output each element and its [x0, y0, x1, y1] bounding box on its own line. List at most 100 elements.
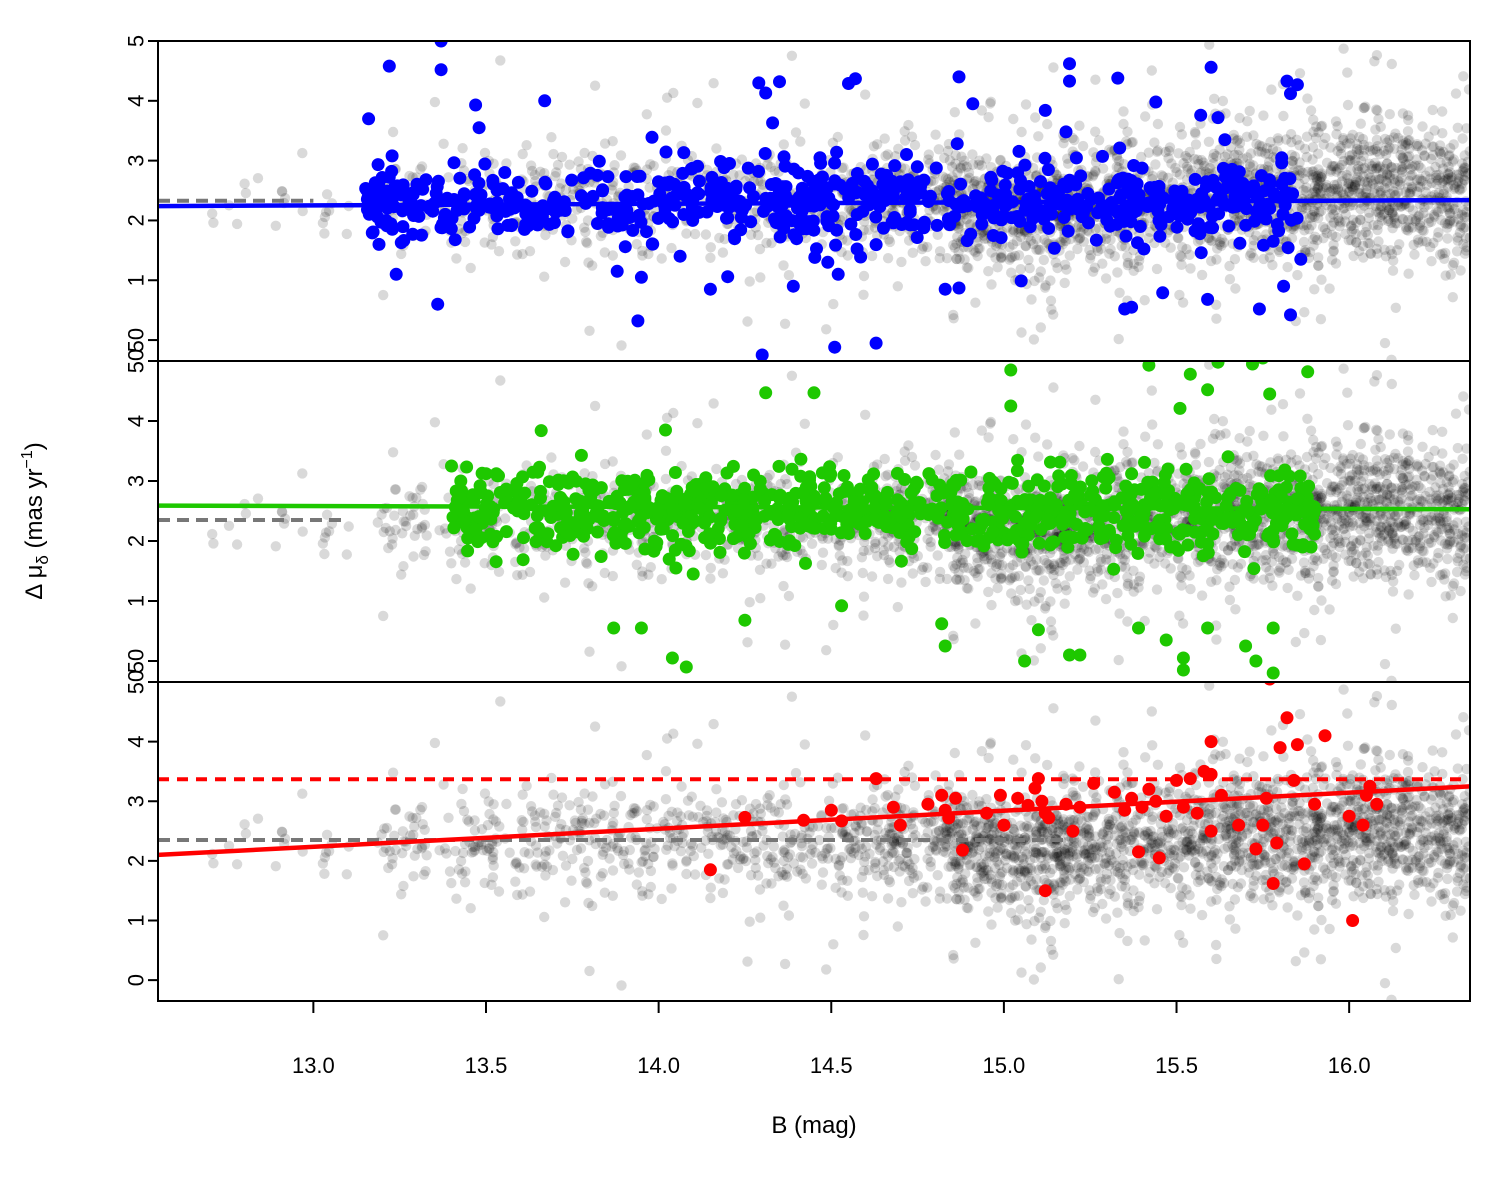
member-point [1059, 125, 1073, 139]
background-point [705, 242, 716, 253]
background-point [930, 203, 942, 215]
background-point [937, 171, 949, 182]
member-point [1011, 166, 1025, 180]
background-point [1363, 168, 1374, 180]
background-point [1374, 149, 1386, 160]
member-point [1275, 151, 1289, 165]
member-point [1057, 211, 1071, 224]
background-point [974, 243, 985, 254]
member-point [538, 175, 552, 189]
background-point [973, 159, 984, 170]
y-tick-label: 50 [124, 328, 149, 352]
background-point [1151, 146, 1163, 157]
background-point [1281, 134, 1292, 145]
background-point [1039, 603, 1051, 614]
background-point [231, 218, 243, 230]
background-point [1260, 148, 1271, 159]
member-point [728, 232, 742, 246]
background-point [990, 252, 1001, 263]
background-point [1046, 625, 1057, 636]
background-point [556, 151, 568, 163]
background-point [1245, 161, 1256, 172]
background-point [1321, 227, 1333, 239]
background-point [584, 325, 595, 336]
background-point [1042, 439, 1053, 450]
background-point [1338, 43, 1349, 54]
background-point [1184, 146, 1195, 158]
background-point [1206, 255, 1217, 267]
background-point [951, 574, 962, 585]
background-point [1118, 106, 1129, 117]
background-point [884, 236, 896, 248]
background-point [1251, 138, 1262, 150]
background-point [1152, 118, 1164, 130]
member-point [577, 171, 591, 185]
background-point [1176, 251, 1187, 262]
member-point [985, 173, 999, 187]
background-point [539, 592, 550, 603]
background-point [1113, 654, 1124, 666]
background-point [526, 165, 538, 177]
background-point [1033, 593, 1045, 604]
background-point [909, 139, 921, 151]
background-point [1248, 160, 1259, 171]
background-point [952, 231, 963, 243]
background-point [1362, 180, 1373, 192]
background-point [1434, 145, 1445, 157]
background-point [981, 153, 992, 164]
background-point [1328, 245, 1339, 256]
background-point [941, 253, 953, 264]
background-point [1114, 287, 1125, 298]
background-point [857, 567, 868, 579]
background-point [1272, 133, 1284, 144]
background-point [996, 248, 1007, 259]
background-point [1432, 232, 1444, 243]
background-point [1013, 250, 1025, 261]
background-point [970, 618, 981, 629]
member-point [397, 234, 411, 247]
background-point [1084, 253, 1096, 264]
member-point [773, 75, 786, 89]
background-point [752, 229, 764, 241]
background-point [1144, 226, 1156, 237]
background-point [297, 205, 308, 217]
background-point [1419, 202, 1430, 213]
member-point [890, 215, 904, 229]
background-point [1301, 151, 1313, 163]
member-point [766, 116, 780, 130]
member-point [1127, 159, 1141, 172]
background-point [465, 583, 476, 594]
background-point [404, 170, 415, 182]
background-point [940, 173, 952, 184]
background-point [429, 417, 441, 428]
background-point [931, 205, 942, 216]
background-point [1371, 50, 1383, 61]
background-point [961, 583, 973, 594]
background-point [1411, 154, 1422, 165]
background-point [416, 161, 428, 172]
background-point [1374, 211, 1386, 223]
background-point [1411, 186, 1423, 197]
member-point [372, 237, 386, 251]
background-point [970, 567, 981, 579]
member-point [828, 156, 842, 170]
background-point [1384, 181, 1395, 192]
member-point [412, 209, 426, 223]
background-point [948, 309, 959, 321]
background-point [583, 257, 594, 268]
background-point [860, 409, 871, 420]
background-point [438, 138, 449, 149]
background-point [1373, 236, 1384, 247]
background-point [1312, 175, 1323, 187]
member-point [1023, 220, 1037, 234]
member-point [692, 187, 706, 201]
member-point [1034, 175, 1047, 189]
background-point [1090, 74, 1101, 85]
member-point [1063, 74, 1076, 88]
member-point [1211, 111, 1225, 125]
background-point [817, 533, 828, 544]
background-point [882, 253, 894, 264]
background-point [607, 180, 618, 191]
background-point [1190, 448, 1201, 460]
